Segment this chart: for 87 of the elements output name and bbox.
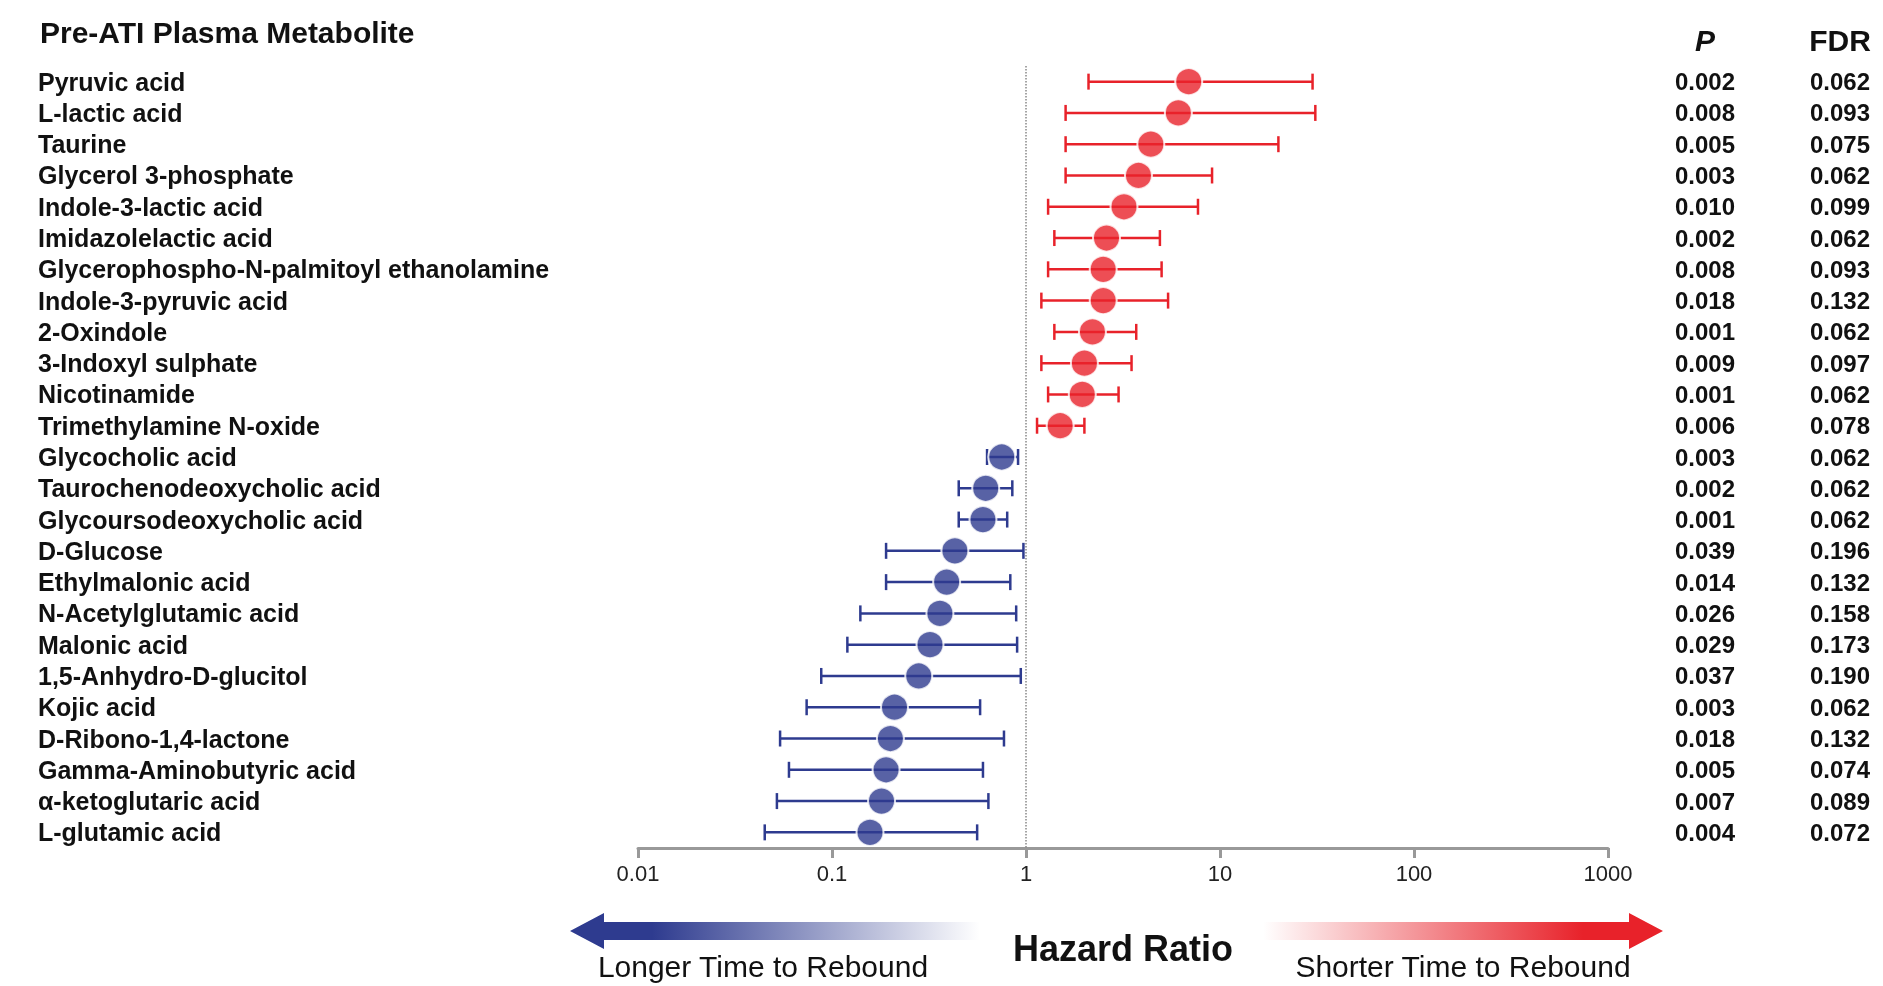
text: 0.005 (1674, 756, 1736, 784)
text: 0.002 (1674, 224, 1736, 252)
text: 0.010 (1674, 193, 1736, 221)
text: 0.078 (1809, 412, 1871, 440)
text: 0.062 (1809, 224, 1871, 252)
text: 0.004 (1674, 818, 1736, 846)
text: 0.062 (1809, 161, 1871, 189)
y-tick-label: Glycerol 3-phosphate (38, 161, 294, 190)
text: 0.001 (1674, 506, 1736, 534)
text: P (1694, 23, 1716, 57)
x-tick-label: 0.1 (816, 860, 848, 886)
text: 0.062 (1809, 68, 1871, 96)
text: 0.062 (1809, 443, 1871, 471)
text: 0.005 (1674, 130, 1736, 158)
text: 0.132 (1809, 568, 1871, 596)
text: 0.009 (1674, 349, 1736, 377)
text: 0.097 (1809, 349, 1871, 377)
y-tick-label: Gamma-Aminobutyric acid (38, 755, 357, 784)
text: 0.093 (1809, 255, 1871, 283)
x-tick-label: 1 (1019, 860, 1033, 886)
text: 0.003 (1674, 693, 1736, 721)
text: 0.089 (1809, 787, 1871, 815)
text: 0.002 (1674, 474, 1736, 502)
y-tick-label: Nicotinamide (38, 380, 196, 409)
text: 0.007 (1674, 787, 1736, 815)
text: Shorter Time to Rebound (1294, 950, 1632, 984)
text: 0.018 (1674, 725, 1736, 753)
text: 0.029 (1674, 631, 1736, 659)
text: Pre-ATI Plasma Metabolite (40, 15, 415, 49)
text: 0.001 (1674, 318, 1736, 346)
text: 0.132 (1809, 725, 1871, 753)
text: 0.062 (1809, 380, 1871, 408)
text: 0.062 (1809, 318, 1871, 346)
text: 0.002 (1674, 68, 1736, 96)
y-tick-label: Malonic acid (38, 630, 189, 659)
text: 0.008 (1674, 99, 1736, 127)
x-tick-label: 1000 (1583, 860, 1633, 886)
text: 0.062 (1809, 474, 1871, 502)
text: 0.006 (1674, 412, 1736, 440)
y-tick-label: 3-Indoxyl sulphate (38, 349, 258, 378)
y-tick-label: Glycerophospho-N-palmitoyl ethanolamine (38, 255, 550, 284)
text: 0.196 (1809, 537, 1871, 565)
text: 0.039 (1674, 537, 1736, 565)
text: 0.003 (1674, 443, 1736, 471)
y-tick-label: 2-Oxindole (38, 317, 168, 346)
text: 0.074 (1809, 756, 1871, 784)
y-tick-label: L-glutamic acid (38, 818, 222, 847)
y-tick-label: α-ketoglutaric acid (38, 787, 261, 816)
text: 0.132 (1809, 287, 1871, 315)
y-tick-label: Kojic acid (38, 693, 157, 722)
text: 0.003 (1674, 161, 1736, 189)
text: 0.026 (1674, 599, 1736, 627)
text: Longer Time to Rebound (596, 950, 930, 984)
x-tick-label: 0.01 (616, 860, 660, 886)
text: 0.190 (1809, 662, 1871, 690)
text: FDR (1809, 23, 1872, 57)
text: 0.001 (1674, 380, 1736, 408)
y-tick-label: D-Glucose (38, 536, 164, 565)
y-tick-label: Pyruvic acid (38, 67, 186, 96)
y-tick-label: Indole-3-pyruvic acid (38, 286, 289, 315)
y-tick-label: Taurochenodeoxycholic acid (38, 474, 381, 503)
y-tick-label: Indole-3-lactic acid (38, 192, 264, 221)
y-tick-label: Taurine (38, 130, 127, 159)
text: 0.158 (1809, 599, 1871, 627)
y-tick-label: Glycocholic acid (38, 443, 237, 471)
y-tick-label: D-Ribono-1,4-lactone (38, 724, 290, 753)
y-tick-label: 1,5-Anhydro-D-glucitol (38, 661, 308, 690)
text: 0.075 (1809, 130, 1871, 158)
text: 0.062 (1809, 506, 1871, 534)
text: 0.099 (1809, 193, 1871, 221)
y-tick-label: Imidazolelactic acid (38, 224, 273, 253)
y-tick-label: N-Acetylglutamic acid (38, 599, 300, 628)
x-tick-label: 100 (1395, 860, 1433, 886)
y-tick-label: Trimethylamine N-oxide (38, 411, 321, 440)
text: 0.093 (1809, 99, 1871, 127)
x-axis-title: Hazard Ratio (1012, 927, 1234, 969)
text: 0.037 (1674, 662, 1736, 690)
text: 0.072 (1809, 818, 1871, 846)
text: 0.014 (1674, 568, 1736, 596)
text: 0.173 (1809, 631, 1871, 659)
y-tick-label: Ethylmalonic acid (38, 568, 251, 597)
y-tick-label: L-lactic acid (38, 98, 183, 127)
text: 0.062 (1809, 693, 1871, 721)
y-tick-label: Glycoursodeoxycholic acid (38, 505, 364, 534)
text: 0.018 (1674, 287, 1736, 315)
text: 0.008 (1674, 255, 1736, 283)
x-tick-label: 10 (1207, 860, 1233, 886)
